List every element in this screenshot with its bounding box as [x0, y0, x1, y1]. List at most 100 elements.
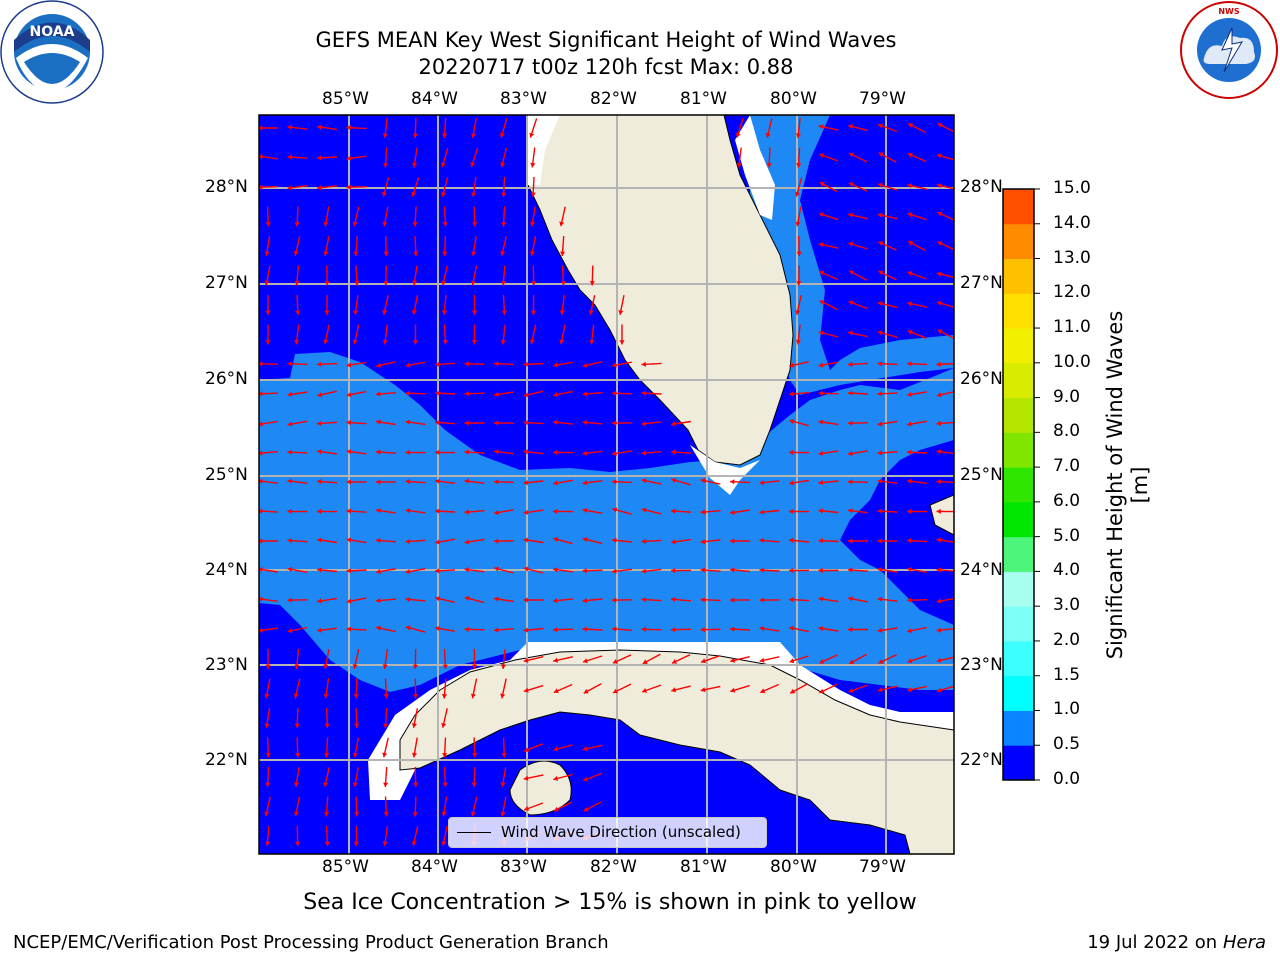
lon-label-bottom-80w: 80°W — [770, 857, 817, 877]
wave-direction-arrowhead — [346, 598, 352, 604]
wave-direction-arrowhead — [287, 449, 292, 455]
wave-direction-arrowhead — [877, 538, 882, 544]
wave-direction-arrowhead — [877, 361, 882, 367]
wave-direction-arrowhead — [494, 510, 499, 515]
wave-direction-arrowhead — [936, 300, 942, 306]
wave-direction-arrowhead — [435, 539, 440, 545]
wave-direction-arrowhead — [376, 479, 381, 485]
wave-direction-arrowhead — [796, 251, 802, 256]
wave-direction-arrowhead — [530, 310, 536, 315]
svg-text:NWS: NWS — [1218, 7, 1240, 16]
wave-direction-arrowhead — [435, 568, 440, 574]
wave-direction-arrowhead — [259, 125, 263, 131]
colorbar-tick-label: 8.0 — [1053, 421, 1081, 442]
lon-label-bottom-84w: 84°W — [411, 857, 458, 877]
wave-direction-arrowhead — [294, 339, 300, 345]
wave-direction-arrowhead — [671, 449, 676, 455]
wave-direction-arrowhead — [936, 567, 942, 573]
wave-direction-arrowhead — [323, 251, 329, 256]
lon-label-top-79w: 79°W — [859, 89, 906, 109]
wave-direction-arrowhead — [819, 182, 825, 187]
wave-direction-arrowhead — [265, 782, 271, 787]
wave-direction-arrowhead — [789, 658, 795, 664]
wave-direction-arrowhead — [441, 723, 447, 728]
wave-direction-arrowhead — [405, 538, 410, 544]
wave-direction-arrowhead — [848, 567, 853, 573]
wave-direction-arrowhead — [559, 339, 565, 345]
wave-direction-arrowhead — [464, 478, 470, 484]
wave-direction-arrowhead — [796, 163, 802, 168]
wave-direction-arrowhead — [641, 390, 646, 396]
wave-direction-arrowhead — [529, 251, 535, 256]
wave-direction-arrowhead — [789, 480, 794, 486]
wave-direction-arrowhead — [907, 597, 912, 603]
wave-direction-arrowhead — [907, 687, 912, 693]
wave-direction-arrowhead — [346, 392, 352, 398]
wave-direction-arrowhead — [530, 221, 536, 227]
wave-direction-arrowhead — [671, 477, 677, 483]
wave-direction-arrowhead — [848, 688, 854, 693]
colorbar-segment — [1003, 328, 1034, 364]
wave-direction-arrowhead — [435, 478, 440, 484]
wave-direction-arrowhead — [294, 782, 300, 787]
wave-direction-arrowhead — [352, 339, 358, 345]
florida-white-margin — [528, 115, 775, 495]
wave-direction-arrowhead — [471, 782, 477, 787]
wave-direction-arrowhead — [760, 688, 766, 694]
colorbar-label: Significant Height of Wind Waves [m] — [1103, 310, 1152, 660]
wave-direction-arrowhead — [530, 162, 536, 168]
wave-direction-arrowhead — [877, 301, 883, 307]
wave-direction-arrowhead — [612, 659, 618, 664]
wave-direction-arrowhead — [524, 806, 530, 811]
wave-direction-arrowhead — [553, 598, 558, 604]
wave-direction-arrowhead — [383, 782, 389, 787]
wave-direction-arrowhead — [464, 509, 469, 515]
wave-direction-arrowhead — [376, 449, 381, 455]
wave-direction-arrowhead — [523, 480, 529, 486]
lat-label-right-28n: 28°N — [960, 177, 1003, 197]
wave-direction-arrowhead — [907, 567, 912, 572]
wave-direction-arrowhead — [293, 811, 299, 817]
colorbar-segment — [1003, 258, 1034, 294]
wave-direction-arrowhead — [317, 598, 322, 604]
wave-direction-arrowhead — [612, 626, 617, 632]
wave-direction-arrowhead — [294, 281, 300, 286]
wave-direction-arrowhead — [877, 212, 883, 218]
wave-direction-arrowhead — [412, 812, 418, 817]
wave-direction-arrowhead — [878, 241, 884, 246]
wave-direction-arrowhead — [317, 392, 322, 398]
wave-direction-arrowhead — [405, 569, 411, 575]
footer-host: Hera — [1222, 932, 1266, 953]
colorbar-tick-label: 13.0 — [1053, 247, 1091, 268]
wave-direction-arrowhead — [287, 391, 293, 397]
wave-direction-arrowhead — [346, 508, 351, 514]
wave-direction-arrowhead — [907, 301, 912, 307]
lon-label-top-81w: 81°W — [680, 89, 727, 109]
wave-direction-arrowhead — [523, 775, 529, 781]
colorbar-segment — [1003, 189, 1034, 225]
wave-direction-arrowhead — [819, 212, 824, 218]
wave-direction-arrowhead — [523, 566, 529, 572]
wave-direction-arrowhead — [700, 478, 706, 484]
wave-direction-arrowhead — [819, 659, 825, 664]
wave-direction-arrowhead — [353, 310, 359, 315]
wave-direction-arrowhead — [789, 537, 794, 543]
wave-direction-arrowhead — [471, 192, 477, 197]
wave-direction-arrowhead — [376, 419, 381, 425]
wave-direction-arrowhead — [582, 507, 588, 513]
wave-direction-arrowhead — [700, 509, 705, 515]
wave-direction-arrowhead — [796, 281, 802, 286]
colorbar-segment — [1003, 606, 1034, 642]
wave-direction-arrowhead — [499, 132, 505, 138]
wave-direction-arrowhead — [790, 688, 796, 694]
wave-direction-arrowhead — [789, 362, 794, 368]
wave-direction-arrowhead — [848, 182, 854, 187]
wave-direction-arrowhead — [877, 478, 883, 484]
wave-direction-arrowhead — [317, 361, 322, 367]
wave-direction-arrowhead — [317, 185, 322, 191]
wave-direction-arrowhead — [323, 693, 329, 699]
wave-direction-arrowhead — [671, 508, 676, 514]
wave-direction-arrowhead — [500, 782, 506, 787]
wave-direction-arrowhead — [759, 657, 765, 663]
wave-direction-arrowhead — [818, 362, 824, 368]
